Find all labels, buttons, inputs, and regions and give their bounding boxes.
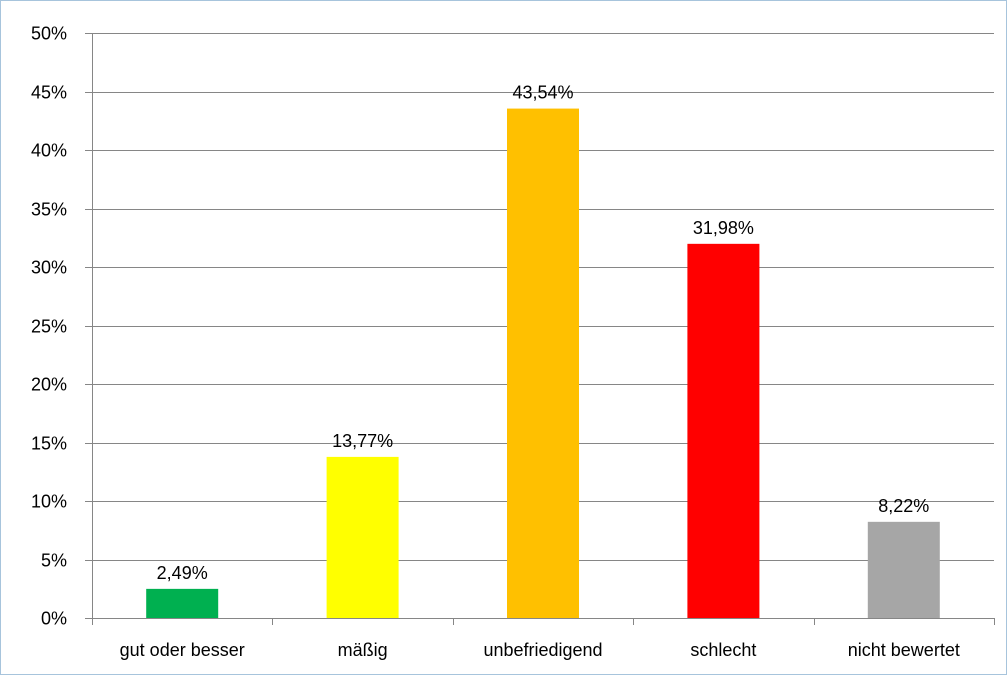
x-category-label: nicht bewertet — [848, 640, 960, 660]
data-label: 13,77% — [332, 431, 393, 451]
data-label: 31,98% — [693, 218, 754, 238]
y-tick-label: 45% — [31, 83, 67, 103]
data-label: 8,22% — [878, 496, 929, 516]
x-category-label: mäßig — [338, 640, 388, 660]
x-category-label: schlecht — [690, 640, 756, 660]
bar — [687, 243, 760, 619]
bar — [507, 108, 579, 618]
data-labels: 2,49% 13,77% 43,54% 31,98% 8,22% — [157, 83, 930, 583]
x-category-label: unbefriedigend — [483, 640, 602, 660]
data-label: 2,49% — [157, 563, 208, 583]
y-tick-label: 10% — [31, 492, 67, 512]
y-axis-tick-labels: 0% 5% 10% 15% 20% 25% 30% 35% 40% 45% 50% — [31, 24, 67, 629]
y-tick-label: 5% — [41, 551, 67, 571]
bars — [146, 108, 940, 619]
y-tick-label: 30% — [31, 258, 67, 278]
x-axis-category-labels: gut oder besser mäßig unbefriedigend schlec… — [120, 640, 960, 660]
y-tick-label: 35% — [31, 200, 67, 220]
axes — [85, 33, 995, 625]
y-tick-label: 25% — [31, 317, 67, 337]
x-category-label: gut oder besser — [120, 640, 245, 660]
bar — [867, 521, 940, 618]
bar — [326, 456, 399, 618]
y-tick-label: 0% — [41, 609, 67, 629]
bar — [146, 588, 219, 618]
y-tick-label: 15% — [31, 434, 67, 454]
data-label: 43,54% — [512, 83, 573, 103]
y-tick-label: 20% — [31, 375, 67, 395]
y-tick-label: 40% — [31, 141, 67, 161]
y-tick-label: 50% — [31, 24, 67, 44]
